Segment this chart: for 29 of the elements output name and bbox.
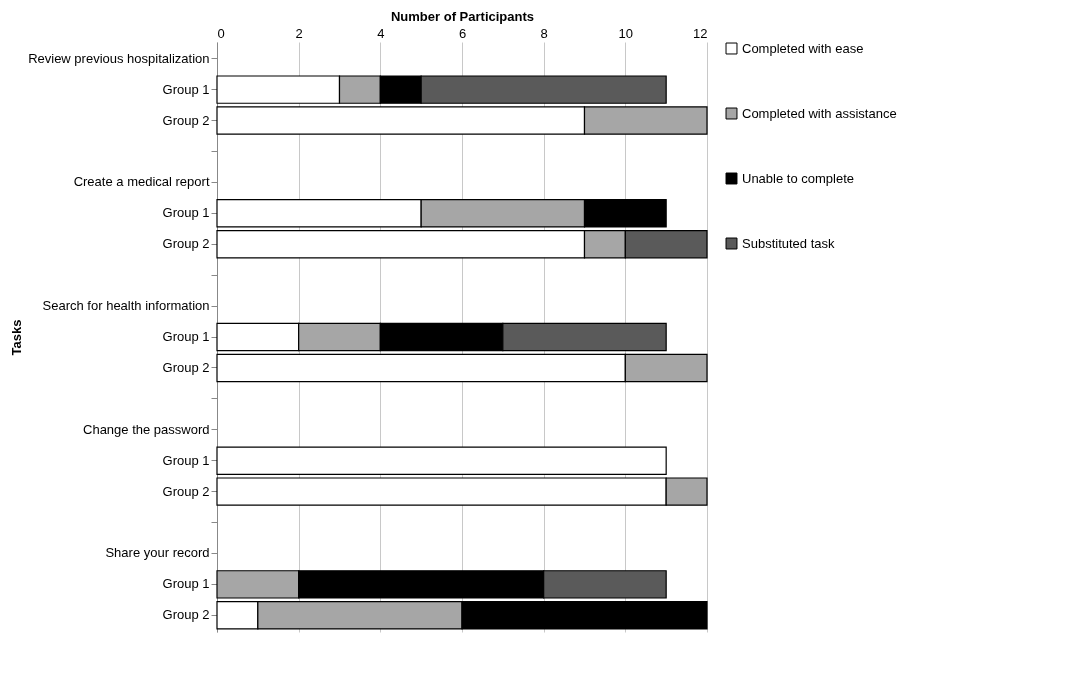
legend-label: Completed with ease [742, 40, 864, 56]
x-tick-label: 0 [217, 25, 225, 41]
y-tick-label: Create a medical report [73, 174, 210, 190]
x-tick-label: 4 [377, 25, 385, 41]
y-tick-label: Group 1 [162, 205, 210, 221]
y-tick-label: Group 1 [162, 81, 210, 97]
x-tick-label: 2 [295, 25, 303, 41]
y-tick-label: Group 1 [162, 329, 210, 344]
bar [216, 446, 667, 475]
y-tick-label: Group 2 [162, 112, 210, 128]
legend-label: Completed with assistance [742, 105, 897, 121]
x-tick-label: 8 [540, 25, 548, 41]
x-tick-label: 6 [458, 25, 467, 41]
y-tick-label: Group 1 [162, 576, 210, 592]
legend-label: Unable to complete [742, 170, 855, 186]
y-tick-label: Group 1 [162, 452, 210, 468]
y-tick-label: Share your record [105, 545, 210, 561]
y-tick-label: Review previous hospitalization [28, 50, 210, 66]
legend-label: Substituted task [742, 235, 835, 251]
x-axis-title: Number of Participants [390, 8, 535, 24]
y-tick-label: Group 2 [162, 483, 210, 499]
y-tick-label: Change the password [83, 421, 210, 437]
y-tick-label: Group 2 [162, 607, 210, 623]
x-tick-label: 12 [693, 25, 708, 41]
y-axis-title: Tasks [9, 319, 25, 356]
x-tick-label: 10 [618, 25, 634, 41]
y-tick-label: Group 2 [162, 359, 210, 375]
y-tick-label: Search for health information [42, 298, 210, 314]
y-tick-label: Group 2 [162, 236, 210, 252]
